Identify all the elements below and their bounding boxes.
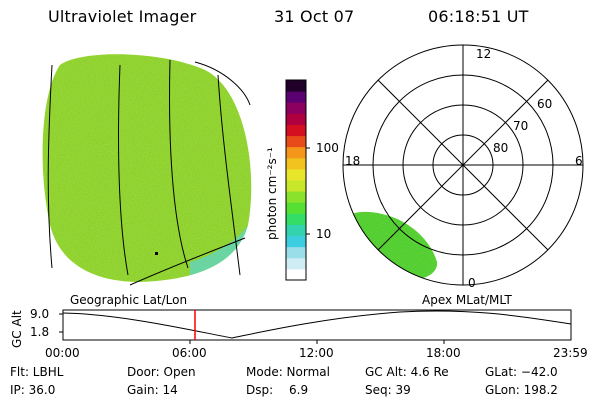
colorbar-frame <box>285 79 307 281</box>
status-door: Door: Open <box>127 365 196 379</box>
timeline-x-tick-1800: 18:00 <box>426 346 461 360</box>
lon-line <box>47 64 53 269</box>
lon-grid <box>47 59 251 286</box>
colorbar <box>286 80 306 281</box>
polar-lat-60: 60 <box>537 97 553 111</box>
colorbar-cell <box>286 246 306 259</box>
colorbar-cell <box>286 124 306 137</box>
status-seq: Seq: 39 <box>365 383 411 397</box>
earth-disk <box>42 54 252 283</box>
colorbar-cell <box>286 213 306 225</box>
colorbar-cell <box>286 257 306 270</box>
colorbar-cell <box>286 180 306 192</box>
colorbar-cell <box>286 102 306 114</box>
colorbar-cell <box>286 157 306 170</box>
altitude-curve <box>62 310 572 339</box>
status-dsp-value: 6.9 <box>289 383 309 397</box>
subsatellite-marker <box>155 252 158 255</box>
colorbar-cell <box>286 235 306 248</box>
polar-meridian <box>377 79 549 251</box>
status-gain: Gain: 14 <box>127 383 178 397</box>
polar-lat-80: 80 <box>493 141 509 155</box>
status-gc-alt: GC Alt: 4.6 Re <box>365 365 449 379</box>
status-glon: GLon: 198.2 <box>485 383 558 397</box>
timeline-right-title: Apex MLat/MLT <box>422 293 512 307</box>
polar-mlt-12: 12 <box>476 47 492 61</box>
colorbar-cell <box>286 224 306 237</box>
polar-plot <box>342 44 584 286</box>
earth-edge <box>190 225 248 276</box>
polar-mlt-18: 18 <box>345 154 361 168</box>
colorbar-tick-100: 100 <box>316 141 339 155</box>
observation-time: 06:18:51 UT <box>428 7 529 26</box>
status-mode: Mode: Normal <box>246 365 330 379</box>
polar-mlt-6: 6 <box>575 154 583 168</box>
colorbar-tick-10: 10 <box>316 227 332 241</box>
timeline-axis-label: GC Alt <box>10 310 24 348</box>
polar-mlt-0: 0 <box>468 276 476 290</box>
status-ip: IP: 36.0 <box>10 383 56 397</box>
colorbar-cell <box>286 168 306 181</box>
timeline-frame <box>62 309 572 341</box>
polar-lat-70: 70 <box>513 119 529 133</box>
colorbar-cell <box>286 135 306 148</box>
lon-line <box>169 59 189 269</box>
timeline-left-title: Geographic Lat/Lon <box>70 293 188 307</box>
altitude-timeline <box>59 309 572 344</box>
timeline-y-tick-high: 9.0 <box>30 307 50 321</box>
lon-line <box>217 74 241 276</box>
observation-date: 31 Oct 07 <box>274 7 355 26</box>
colorbar-unit-label: photon cm⁻²s⁻¹ <box>265 147 279 240</box>
colorbar-cell <box>286 268 306 281</box>
status-dsp-label: Dsp: <box>246 383 274 397</box>
timeline-x-tick-0000: 00:00 <box>45 346 80 360</box>
colorbar-cell <box>286 80 306 92</box>
lat-line <box>129 237 246 286</box>
colorbar-cell <box>286 191 306 203</box>
lon-line <box>194 61 251 106</box>
timeline-x-tick-0600: 06:00 <box>172 346 207 360</box>
colorbar-cell <box>286 113 306 125</box>
colorbar-cell <box>286 202 306 214</box>
instrument-title: Ultraviolet Imager <box>48 7 197 26</box>
timeline-x-tick-2359: 23:59 <box>553 346 588 360</box>
colorbar-cell <box>286 146 306 159</box>
status-glat: GLat: −42.0 <box>485 365 558 379</box>
lon-line <box>118 64 129 276</box>
colorbar-cell <box>286 91 306 103</box>
status-filter: Flt: LBHL <box>10 365 64 379</box>
earth-image <box>42 54 252 286</box>
timeline-y-tick-low: 1.8 <box>30 325 50 339</box>
timeline-x-tick-1200: 12:00 <box>299 346 334 360</box>
